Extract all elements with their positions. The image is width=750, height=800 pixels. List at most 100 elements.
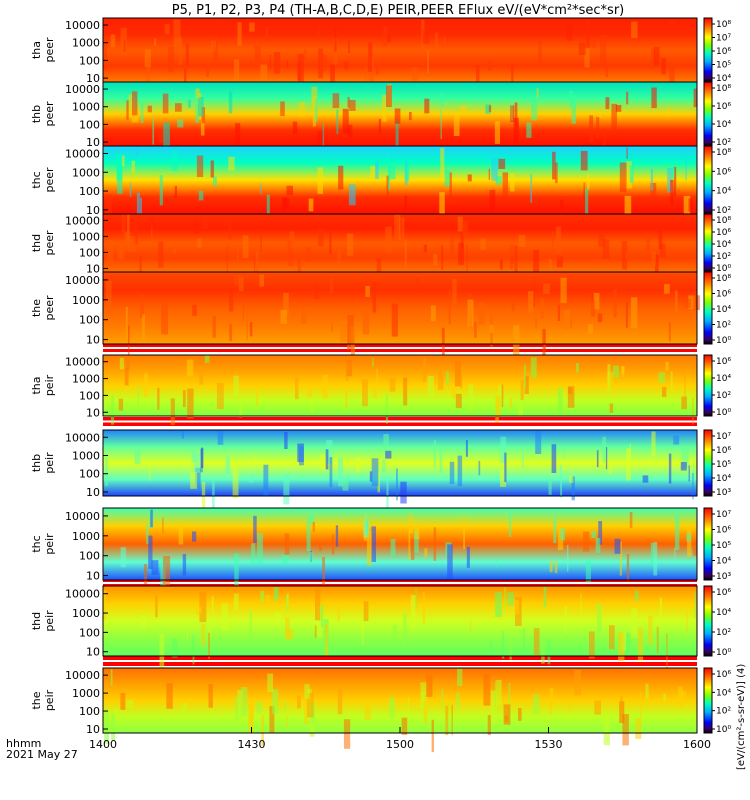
- spectrogram-streak: [496, 559, 498, 568]
- spectrogram-streak: [151, 221, 153, 239]
- y-tick-label: 10: [86, 334, 100, 347]
- spectrogram-streak: [509, 641, 512, 660]
- spectrogram-streak: [619, 541, 622, 576]
- spectrogram-streak: [152, 118, 154, 145]
- colorbar-tick-label: 10⁴: [716, 557, 731, 567]
- spectrogram-streak: [619, 162, 627, 193]
- colorbar-tick-label: 10²: [716, 252, 731, 262]
- spectrogram-streak: [125, 307, 128, 341]
- spectrogram-streak: [422, 592, 425, 625]
- spectrogram-streak: [329, 228, 332, 254]
- spectrogram-streak: [260, 228, 262, 252]
- spectrogram-streak: [500, 469, 506, 487]
- y-tick-label: 10: [86, 204, 100, 217]
- spectrogram-streak: [587, 173, 590, 190]
- spectrogram-streak: [447, 544, 453, 580]
- spectrogram-streak: [507, 592, 514, 606]
- spectrogram-streak: [386, 478, 389, 511]
- spectrogram-streak: [157, 387, 160, 410]
- spectrogram-streak: [119, 240, 125, 261]
- spectrogram-streak: [271, 689, 279, 715]
- spectrogram-streak: [139, 256, 142, 273]
- spectrogram-streak: [574, 670, 581, 696]
- spectrogram-streak: [314, 625, 317, 638]
- spectrogram-streak: [349, 100, 356, 111]
- spectrogram-streak: [560, 465, 563, 498]
- spectrogram-streak: [677, 686, 684, 707]
- spectrogram-streak: [631, 608, 638, 638]
- spectrogram-streak: [318, 26, 320, 35]
- spectrogram-streak: [543, 283, 550, 294]
- spectrogram-streak: [675, 290, 678, 313]
- colorbar-tick-label: 10⁰: [716, 336, 731, 346]
- spectrogram-streak: [549, 259, 552, 275]
- panel-species-label: peer: [43, 167, 56, 193]
- spectrogram-streak: [661, 57, 666, 75]
- spectrogram-streak: [186, 359, 194, 377]
- figure-title: P5, P1, P2, P3, P4 (TH-A,B,C,D,E) PEIR,P…: [172, 3, 625, 18]
- spectrogram-streak: [452, 279, 457, 305]
- spectrogram-streak: [163, 556, 171, 588]
- colorbar-tick-label: 10⁸: [716, 20, 731, 30]
- spectrogram-streak: [693, 461, 695, 479]
- spectrogram-streak: [683, 195, 691, 222]
- spectrogram-streak: [205, 68, 209, 77]
- spectrogram-streak: [337, 607, 340, 622]
- spectrogram-streak: [540, 298, 545, 319]
- spectrogram-streak: [551, 444, 557, 473]
- spectrogram-streak: [478, 302, 485, 325]
- spectrogram-streak: [609, 403, 614, 413]
- spectrogram-streak: [269, 55, 272, 70]
- spectrogram-streak: [524, 376, 529, 394]
- colorbar-tick-label: 10⁴: [716, 305, 731, 315]
- panel-frame: [102, 429, 698, 497]
- spectrogram-streak: [226, 246, 228, 275]
- spectrogram-streak: [642, 475, 649, 483]
- spectrogram-streak: [129, 182, 132, 197]
- spectrogram-streak: [121, 214, 126, 239]
- y-tick-label: 1000: [72, 373, 100, 386]
- spectrogram-fill: [103, 508, 697, 580]
- spectrogram-streak: [210, 160, 214, 178]
- spectrogram-streak: [120, 27, 127, 56]
- spectrogram-streak: [659, 243, 666, 258]
- spectrogram-streak: [686, 533, 691, 542]
- spectrogram-streak: [666, 633, 668, 669]
- spectrogram-streak: [140, 294, 144, 318]
- spectrogram-streak: [409, 112, 412, 120]
- colorbar-tick-label: 10⁶: [716, 102, 731, 112]
- spectrogram-streak: [560, 528, 565, 541]
- spectrogram-streak: [645, 683, 649, 699]
- spectrogram-streak: [217, 430, 224, 445]
- spectrogram-streak: [337, 249, 341, 266]
- colorbar-tick-label: 10⁴: [716, 474, 731, 484]
- spectrogram-streak: [405, 165, 410, 182]
- spectrogram-streak: [184, 68, 187, 89]
- spectrogram-streak: [489, 189, 496, 214]
- spectrogram-streak: [433, 527, 437, 561]
- spectrogram-streak: [104, 39, 107, 70]
- spectrogram-streak: [504, 587, 506, 611]
- spectrogram-streak: [128, 325, 130, 359]
- spectrogram-streak: [591, 39, 596, 48]
- spectrogram-streak: [229, 288, 234, 312]
- spectrogram-streak: [364, 701, 371, 720]
- spectrogram-streak: [555, 162, 558, 184]
- spectrogram-streak: [684, 298, 692, 308]
- spectrogram-panel-thc-peir: 10 100 1000 10000 thc peir 10³ 10⁴ 10⁵ 10⁶ 10⁷: [30, 507, 731, 589]
- colorbar-tick-label: 10²: [716, 321, 731, 331]
- spectrogram-streak: [389, 697, 395, 717]
- spectrogram-streak: [105, 280, 112, 313]
- spectrogram-streak: [319, 454, 326, 470]
- spectrogram-streak: [146, 57, 150, 82]
- spectrogram-streak: [624, 195, 632, 218]
- spectrogram-streak: [195, 467, 201, 490]
- spectrogram-streak: [331, 322, 333, 332]
- spectrogram-streak: [329, 457, 333, 488]
- spectrogram-streak: [274, 611, 282, 625]
- panel-frame: [102, 585, 698, 657]
- spectrogram-streak: [435, 32, 438, 52]
- spectrogram-streak: [116, 154, 122, 181]
- spectrogram-streak: [266, 194, 270, 224]
- panel-species-label: peer: [43, 37, 56, 63]
